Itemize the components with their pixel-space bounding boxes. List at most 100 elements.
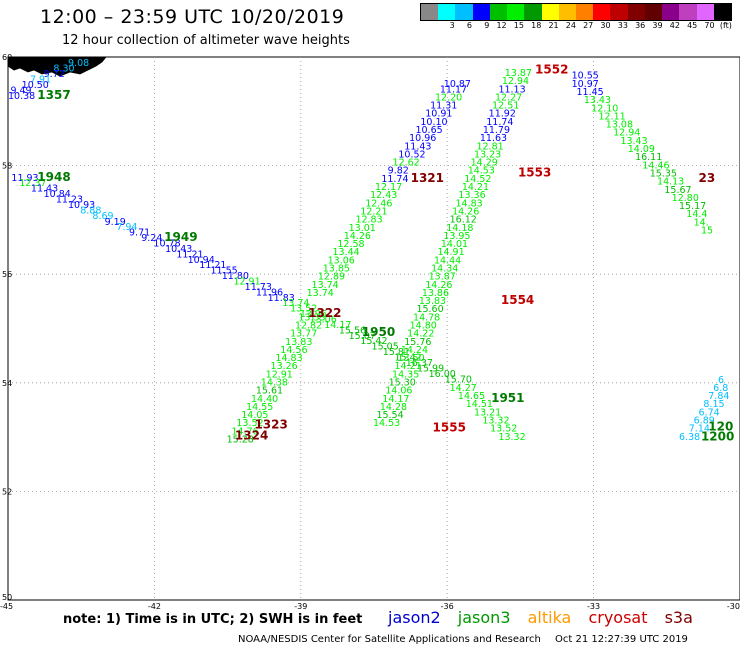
wave-height-label: 11.80 [222,271,249,282]
wave-height-label: 6.89 [694,416,715,427]
wave-height-label: 15.67 [664,185,691,196]
wave-height-label: 9.72 [44,69,65,80]
wave-height-label: 13.32 [482,416,509,427]
wave-height-label: 12.43 [370,190,397,201]
coastline [7,56,107,77]
wave-height-label: 14.44 [434,255,461,266]
wave-height-label: 14.01 [441,239,468,250]
wave-height-label: 11.73 [245,282,272,293]
wave-height-label: 13.44 [333,247,360,258]
wave-height-label: 12.91 [233,277,260,288]
wave-height-label: 15.81 [383,347,410,358]
color-scale-label: 27 [583,21,594,30]
footer-note: note: 1) Time is in UTC; 2) SWH is in fe… [63,612,363,627]
wave-height-label: 7.94 [116,222,137,233]
wave-height-label: 12.94 [613,128,640,139]
wave-height-label: 9.71 [129,228,150,239]
color-scale-label: 33 [617,21,628,30]
color-scale-label: (ft) [719,21,732,30]
footer-credit: NOAA/NESDIS Center for Satellite Applica… [238,634,541,645]
color-swatch [662,4,680,20]
wave-height-label: 7.84 [708,391,729,402]
wave-height-label: 10.52 [398,149,425,160]
wave-height-label: 6.8 [713,383,728,394]
wave-height-label: 14.52 [464,174,491,185]
wave-height-label: 14.91 [437,247,464,258]
color-swatch [438,4,456,20]
wave-height-label: 14.17 [324,320,351,331]
wave-height-label: 12.37 [19,178,46,189]
wave-height-label: 15.99 [417,363,444,374]
color-swatch [610,4,628,20]
wave-height-label: 7.14 [689,424,710,435]
wave-height-label: 15.60 [416,304,443,315]
wave-height-label: 14.26 [452,206,479,217]
wave-height-label: 12.46 [365,198,392,209]
wave-height-label: 14.65 [458,391,485,402]
wave-height-label: 10.10 [420,117,447,128]
wave-height-label: 11.79 [483,125,510,136]
color-swatch [627,4,645,20]
color-scale-label: 12 [496,21,507,30]
wave-height-label: 15.05 [372,342,399,353]
wave-height-label: 13.52 [490,424,517,435]
pass-id-label: 1951 [491,391,524,405]
wave-height-label: 9.24 [141,233,162,244]
wave-height-label: 10.96 [409,133,436,144]
wave-height-label: 10.43 [165,244,192,255]
page-title: 12:00 – 23:59 UTC 10/20/2019 [40,6,345,28]
x-tick-label: -42 [148,602,161,611]
y-tick-label: 58 [2,162,12,171]
wave-height-label: 14.26 [344,231,371,242]
pass-id-label: 1357 [37,88,70,102]
wave-height-label: 16.11 [635,152,662,163]
wave-height-label: 13.74 [307,288,334,299]
wave-height-label: 14.80 [410,321,437,332]
wave-height-label: 14.83 [275,353,302,364]
wave-height-label: 9.82 [388,166,409,177]
wave-height-label: 11.93 [11,173,38,184]
wave-height-label: 14.27 [450,383,477,394]
wave-height-label: 14. [694,217,709,228]
wave-height-label: 10.55 [572,71,599,82]
wave-height-label: 8.69 [92,211,113,222]
wave-height-label: 15.07 [349,331,376,342]
x-tick-label: -30 [727,602,740,611]
wave-height-label: 14.55 [246,402,273,413]
wave-height-label: 11.21 [199,260,226,271]
wave-height-label: 12.83 [355,215,382,226]
wave-height-label: 14.76 [232,426,259,437]
wave-height-label: 13.85 [323,263,350,274]
legend-s3a: s3a [664,608,693,627]
wave-height-label: 7.91 [30,75,51,86]
pass-id-label: 1323 [254,417,287,431]
pass-id-label: 1324 [235,428,268,442]
wave-height-label: 14.53 [468,166,495,177]
wave-height-label: 14.21 [462,182,489,193]
wave-height-label: 15.42 [360,336,387,347]
wave-height-label: 13.52 [290,304,317,315]
wave-height-label: 11.92 [489,109,516,120]
color-swatch [593,4,611,20]
wave-height-label: 6 [718,375,724,386]
legend-cryosat: cryosat [588,608,648,627]
color-scale-label: 21 [548,21,559,30]
wave-height-label: 13.08 [606,120,633,131]
wave-height-label: 14.28 [380,402,407,413]
color-scale-label: 18 [531,21,542,30]
wave-height-label: 12.27 [495,92,522,103]
wave-height-label: 14.17 [382,394,409,405]
wave-height-label: 10.87 [444,79,471,90]
wave-height-label: 12.81 [476,141,503,152]
wave-height-label: 15.70 [445,374,472,385]
color-swatch [541,4,559,20]
color-swatch [455,4,473,20]
wave-height-label: 8.30 [53,64,74,75]
pass-id-label: 1949 [164,230,197,244]
wave-height-label: 11.74 [486,117,513,128]
wave-height-label: 9.19 [105,217,126,228]
x-tick-label: -36 [441,602,454,611]
plot-frame [7,56,740,601]
wave-height-label: 12.21 [360,206,387,217]
wave-height-label: 14.35 [392,369,419,380]
